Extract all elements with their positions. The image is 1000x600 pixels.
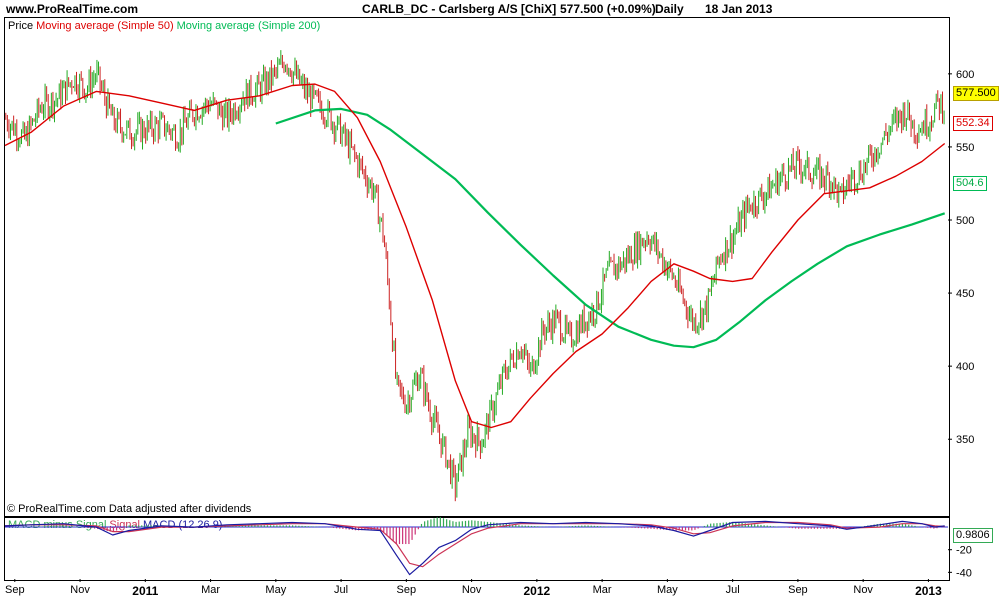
period-label: Daily [655,2,684,16]
y-tick-label: 500 [956,215,974,227]
legend-price: Price [8,20,34,32]
macd-tick-label: -40 [956,567,972,579]
site-name[interactable]: www.ProRealTime.com [6,2,139,16]
x-axis-label: 2013 [915,584,942,598]
instrument-title: CARLB_DC - Carlsberg A/S [ChiX] [362,2,557,16]
y-tick-label: 450 [956,288,974,300]
y-tick-label: 600 [956,69,974,81]
y-tick-label: 550 [956,142,974,154]
x-axis-label: May [656,584,678,596]
ma200-line [275,107,946,349]
x-axis-label: Jul [725,584,740,596]
chart-date: 18 Jan 2013 [705,2,773,16]
legend-macd: MACD (12 26 9) [143,519,223,531]
x-axis-label: Sep [396,584,417,596]
y-tick-label: 400 [956,361,974,373]
x-axis-label: Mar [592,584,612,596]
price-legend: Price Moving average (Simple 50) Moving av… [8,20,323,32]
ma200-tag: 504.6 [953,176,987,191]
macd-tick-label: -20 [956,545,972,557]
x-axis-label: Mar [201,584,221,596]
x-axis-label: May [265,584,287,596]
chart-header: www.ProRealTime.com CARLB_DC - Carlsberg… [0,0,1000,17]
macd-line [4,520,945,576]
copyright-note: © ProRealTime.com Data adjusted after di… [7,503,252,515]
legend-ma200: Moving average (Simple 200) [176,20,321,32]
x-axis-label: Nov [70,584,90,596]
macd-tag: 0.9806 [953,528,993,543]
x-axis-label: Nov [853,584,873,596]
ma50-line [4,83,946,429]
x-axis-label: Sep [4,584,25,596]
x-axis-label: Jul [334,584,349,596]
x-axis-label: Sep [788,584,808,596]
macd-signal-line [4,521,945,568]
last-price-tag: 577.500 [953,86,999,101]
last-price: 577.500 (+0.09%) [560,2,656,16]
x-axis-label: 2012 [523,584,551,598]
x-axis-label: Nov [461,584,482,596]
y-tick-label: 350 [956,434,974,446]
legend-ma50: Moving average (Simple 50) [36,20,174,32]
x-axis-label: 2011 [132,584,159,598]
ma50-tag: 552.34 [953,116,993,131]
